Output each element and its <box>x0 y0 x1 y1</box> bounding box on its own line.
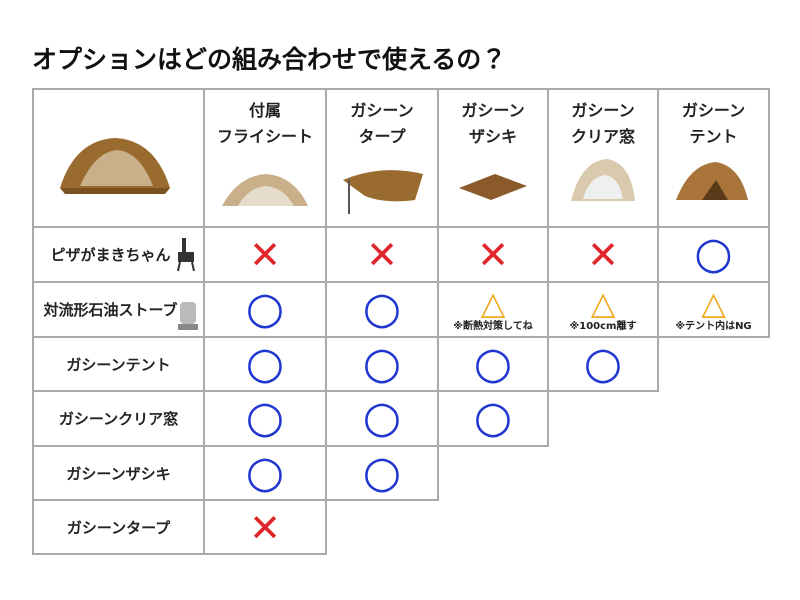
cell: △ ※テント内はNG <box>657 281 770 338</box>
row-label: ガシーンザシキ <box>32 445 205 501</box>
cell: ✕ <box>325 226 439 283</box>
cell: ○ <box>325 390 439 447</box>
symbol: △ <box>480 284 506 322</box>
symbol: ✕ <box>249 233 281 277</box>
symbol: ○ <box>694 228 733 279</box>
header-line: ガシーン <box>681 101 746 120</box>
symbol: ○ <box>362 338 402 389</box>
symbol: ○ <box>362 447 402 498</box>
tent-image <box>60 138 170 194</box>
row-label: ガシーンクリア窓 <box>32 390 205 447</box>
cell: ○ <box>657 226 770 283</box>
symbol: ○ <box>583 338 623 389</box>
tarp-image <box>343 170 423 214</box>
symbol: △ <box>701 284 726 322</box>
header-line: ガシーン <box>461 101 525 120</box>
cell: ✕ <box>203 499 327 555</box>
symbol: ✕ <box>587 233 619 277</box>
cell: ○ <box>325 445 439 501</box>
row-label-text: ピザがまきちゃん <box>50 246 171 264</box>
symbol: △ <box>590 284 616 322</box>
zashiki-image <box>459 174 527 200</box>
clear-window-image <box>571 159 635 201</box>
cell: △ ※断熱対策してね <box>437 281 549 338</box>
cell: ○ <box>437 336 549 392</box>
cell: ○ <box>203 390 327 447</box>
heater-icon <box>178 302 198 330</box>
symbol: ✕ <box>477 233 509 277</box>
row-label: 対流形石油ストーブ <box>32 281 205 338</box>
symbol: ○ <box>245 283 285 334</box>
title: オプションはどの組み合わせで使えるの？ <box>32 45 507 74</box>
header-line: クリア窓 <box>570 127 635 146</box>
cell: ✕ <box>437 226 549 283</box>
symbol: ○ <box>473 392 513 443</box>
cell: △ ※100cm離す <box>547 281 659 338</box>
header-line: ガシーン <box>571 101 635 120</box>
symbol: ○ <box>473 338 513 389</box>
row-label-text: 対流形石油ストーブ <box>43 301 178 319</box>
cell: ○ <box>547 336 659 392</box>
symbol: ○ <box>362 392 402 443</box>
note: ※テント内はNG <box>675 321 752 332</box>
symbol: ○ <box>362 283 402 334</box>
row-label: ピザがまきちゃん <box>32 226 205 283</box>
cell: ✕ <box>203 226 327 283</box>
row-label-text: ガシーンテント <box>66 355 171 374</box>
flysheet-image <box>222 174 308 206</box>
cell: ○ <box>325 336 439 392</box>
cell: ○ <box>325 281 439 338</box>
header-line: ザシキ <box>468 127 517 146</box>
note: ※断熱対策してね <box>453 321 533 332</box>
column-header: ガシーン タープ <box>325 88 439 228</box>
cell: ✕ <box>547 226 659 283</box>
cell: ○ <box>437 390 549 447</box>
note: ※100cm離す <box>569 321 637 332</box>
row-label: ガシーンテント <box>32 336 205 392</box>
header-line: フライシート <box>216 127 313 146</box>
symbol: ✕ <box>366 233 398 277</box>
cell: ○ <box>203 336 327 392</box>
column-header: ガシーン クリア窓 <box>547 88 659 228</box>
cell: ○ <box>203 281 327 338</box>
symbol: ○ <box>245 447 285 498</box>
row-label: ガシーンタープ <box>32 499 205 555</box>
header-line: タープ <box>358 127 406 146</box>
symbol: ✕ <box>249 506 281 550</box>
cell: ○ <box>203 445 327 501</box>
gasheen-tent-image <box>676 162 748 200</box>
header-line: 付属 <box>248 101 281 120</box>
column-header: ガシーン ザシキ <box>437 88 549 228</box>
symbol: ○ <box>245 338 285 389</box>
row-label-text: ガシーンザシキ <box>66 464 171 483</box>
symbol: ○ <box>245 392 285 443</box>
header-line: テント <box>689 127 738 146</box>
header-line: ガシーン <box>350 101 414 120</box>
pizza-oven-icon <box>177 238 195 272</box>
row-label-text: ガシーンクリア窓 <box>58 410 179 428</box>
row-label-text: ガシーンタープ <box>66 518 171 537</box>
